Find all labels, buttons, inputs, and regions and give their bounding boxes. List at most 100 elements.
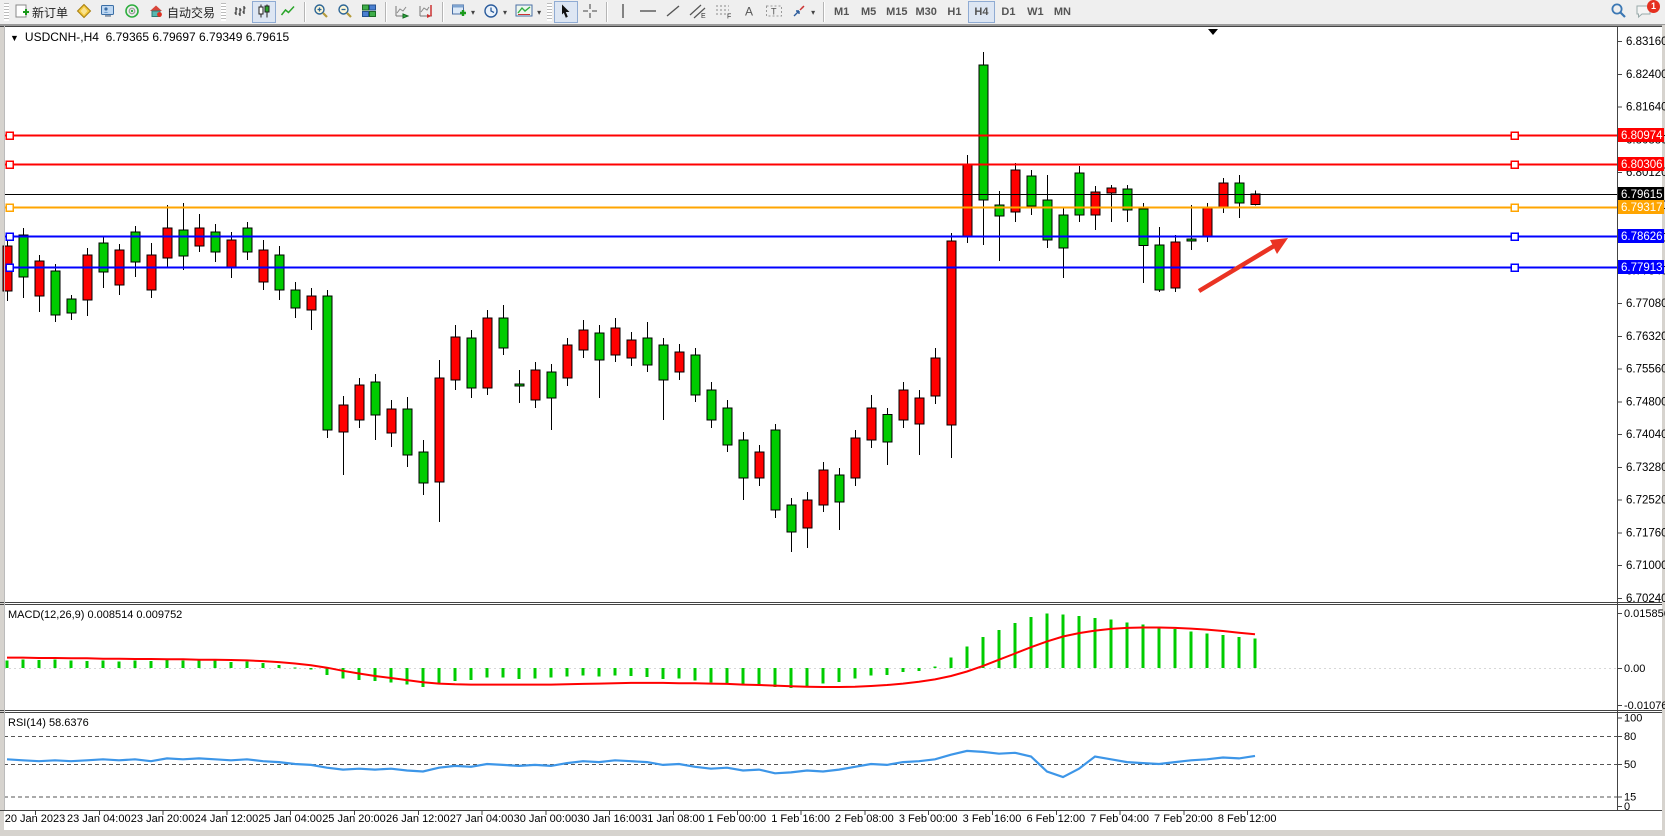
- market-watch-button[interactable]: [72, 1, 96, 23]
- price-line-label: 6.78626: [1621, 231, 1663, 243]
- crosshair-button[interactable]: [578, 1, 602, 23]
- toolbar-grip[interactable]: [4, 3, 9, 21]
- vertical-line-button[interactable]: [611, 1, 635, 23]
- timeframe-m1-button[interactable]: M1: [828, 1, 855, 23]
- hline-handle[interactable]: [5, 263, 14, 272]
- candle: [690, 354, 701, 396]
- candle: [338, 404, 349, 433]
- candle: [130, 231, 141, 263]
- candle: [946, 240, 957, 426]
- timeframe-m30-button[interactable]: M30: [912, 1, 941, 23]
- time-axis[interactable]: 20 Jan 2023 23 Jan 04:00 23 Jan 20:00 24 Ja…: [5, 811, 1277, 825]
- profiles-button[interactable]: [96, 1, 120, 23]
- candle: [418, 451, 429, 484]
- rsi-value: 58.6376: [48, 717, 89, 729]
- channel-button[interactable]: E: [685, 1, 711, 23]
- hline-handle[interactable]: [1510, 131, 1519, 140]
- search-button[interactable]: [1606, 1, 1631, 23]
- zoom-out-button[interactable]: [333, 1, 357, 23]
- candle: [290, 289, 301, 309]
- time-tick-label: 23 Jan 20:00: [131, 813, 195, 825]
- candle: [578, 329, 589, 351]
- panel-borders: [0, 25, 1662, 811]
- price-axis[interactable]: 6.831606.824006.816406.808806.801206.793…: [1617, 36, 1665, 813]
- text-button[interactable]: A: [737, 1, 761, 23]
- toolbar-grip[interactable]: [547, 3, 553, 21]
- auto-scroll-button[interactable]: [390, 1, 414, 23]
- chart-dropdown-arrow-icon[interactable]: ▼: [10, 33, 19, 43]
- timeframe-d1-button[interactable]: D1: [995, 1, 1022, 23]
- toolbar-grip[interactable]: [221, 3, 227, 21]
- timeframe-h1-button[interactable]: H1: [941, 1, 968, 23]
- fibonacci-button[interactable]: F: [711, 1, 737, 23]
- gem-icon: [76, 3, 92, 22]
- rsi-panel: [4, 736, 1617, 798]
- price-tick-label: 6.73280: [1626, 462, 1665, 474]
- arrows-button[interactable]: ▾: [787, 1, 819, 23]
- candle: [898, 389, 909, 421]
- signal-icon: [124, 3, 140, 22]
- rsi-panel-resizer[interactable]: [0, 709, 1662, 713]
- time-tick-label: 7 Feb 20:00: [1154, 813, 1213, 825]
- chart-title: ▼ USDCNH-,H4 6.79365 6.79697 6.79349 6.79…: [10, 30, 289, 44]
- line-chart-button[interactable]: [276, 1, 300, 23]
- zoom-in-button[interactable]: [309, 1, 333, 23]
- candle: [706, 389, 717, 421]
- auto-trading-button[interactable]: 自动交易: [144, 1, 219, 23]
- candle: [162, 227, 173, 259]
- candle: [82, 254, 93, 301]
- hline-handle[interactable]: [5, 232, 14, 241]
- ohlc-values: 6.79365 6.79697 6.79349 6.79615: [105, 30, 290, 44]
- hline-handle[interactable]: [1510, 232, 1519, 241]
- candle: [930, 357, 941, 397]
- timeframe-h4-button[interactable]: H4: [967, 1, 995, 23]
- candle: [1026, 175, 1037, 207]
- hline-handle[interactable]: [1510, 203, 1519, 212]
- hline-handle[interactable]: [5, 131, 14, 140]
- timeframe-m5-button[interactable]: M5: [855, 1, 882, 23]
- rsi-scale-label: 50: [1624, 759, 1636, 771]
- macd-scale-label: 0.015856: [1624, 608, 1665, 620]
- new-order-button[interactable]: 新订单: [11, 1, 72, 23]
- text-label-button[interactable]: T: [761, 1, 787, 23]
- candle: [178, 229, 189, 257]
- price-tick-label: 6.83160: [1626, 36, 1665, 48]
- bar-chart-button[interactable]: [228, 1, 252, 23]
- hline-handle[interactable]: [5, 160, 14, 169]
- candlestick-series: [2, 51, 1261, 552]
- horizontal-line-button[interactable]: [635, 1, 661, 23]
- periods-button[interactable]: ▾: [479, 1, 511, 23]
- candlestick-chart-button[interactable]: [252, 1, 277, 23]
- new-order-label: 新订单: [32, 5, 69, 20]
- candle: [1090, 191, 1101, 216]
- timeframe-mn-button[interactable]: MN: [1049, 1, 1076, 23]
- rsi-indicator-label: RSI(14) 58.6376: [8, 717, 89, 729]
- chat-button[interactable]: 1: [1631, 0, 1660, 23]
- price-line-label: 6.79615: [1621, 189, 1663, 201]
- tile-windows-icon: [361, 3, 377, 22]
- macd-scale-label: -0.01076: [1624, 700, 1665, 712]
- templates-button[interactable]: ▾: [511, 1, 545, 23]
- hline-handle[interactable]: [1510, 263, 1519, 272]
- channel-icon: E: [689, 3, 707, 22]
- trendline-button[interactable]: [661, 1, 685, 23]
- new-window-button[interactable]: ▾: [447, 1, 479, 23]
- macd-panel-resizer[interactable]: [0, 601, 1662, 605]
- tile-windows-button[interactable]: [357, 1, 381, 23]
- text-label-icon: T: [765, 3, 783, 22]
- chart-shift-button[interactable]: [414, 1, 438, 23]
- auto-scroll-icon: [394, 3, 410, 22]
- candle: [18, 234, 29, 278]
- price-tick-label: 6.76320: [1626, 331, 1665, 343]
- candle: [562, 344, 573, 379]
- timeframe-w1-button[interactable]: W1: [1022, 1, 1049, 23]
- cursor-button[interactable]: [554, 1, 579, 23]
- trend-arrow[interactable]: [1197, 238, 1288, 293]
- candle: [50, 270, 61, 316]
- timeframe-group: M1 M5 M15 M30 H1 H4 D1 W1 MN: [828, 1, 1076, 23]
- signals-button[interactable]: [120, 1, 144, 23]
- hline-handle[interactable]: [5, 203, 14, 212]
- timeframe-m15-button[interactable]: M15: [882, 1, 911, 23]
- hline-handle[interactable]: [1510, 160, 1519, 169]
